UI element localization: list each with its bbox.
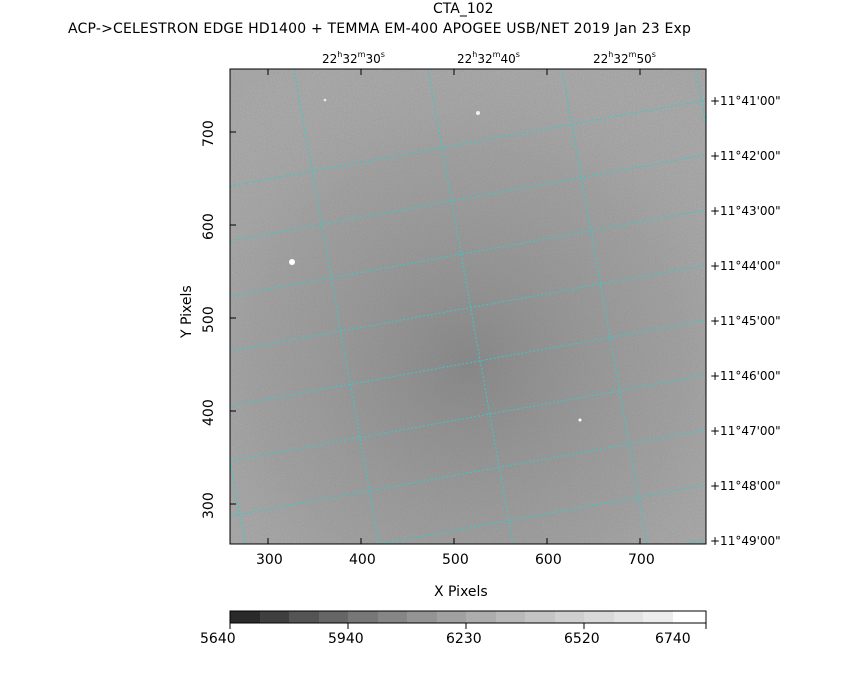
ra-label-3: 22h32m50s [593, 50, 656, 66]
dec-label: +11°47'00" [710, 424, 781, 438]
grid-line [427, 69, 514, 544]
dec-label: +11°43'00" [710, 204, 781, 218]
dec-label: +11°49'00" [710, 534, 781, 548]
grid-line [230, 374, 706, 462]
dec-label: +11°41'00" [710, 94, 781, 108]
colorbar [229, 610, 707, 629]
dec-label: +11°42'00" [710, 149, 781, 163]
wcs-grid [230, 69, 850, 544]
image-subtitle: ACP->CELESTRON EDGE HD1400 + TEMMA EM-40… [68, 21, 692, 37]
dec-label: +11°44'00" [710, 259, 781, 273]
y-tick-label: 600 [201, 213, 217, 240]
star [476, 111, 480, 115]
star [323, 98, 327, 102]
y-tick-label: 300 [201, 492, 217, 519]
ra-label-1: 22h32m30s [322, 50, 385, 66]
grid-line [230, 99, 706, 187]
colorbar-tick-label: 6230 [446, 631, 482, 647]
x-tick-label: 400 [349, 552, 376, 568]
grid-line [561, 69, 648, 544]
grid-line [293, 69, 380, 544]
dec-label: +11°46'00" [710, 369, 781, 383]
grid-line [230, 264, 706, 352]
colorbar-tick-label: 6740 [655, 631, 691, 647]
x-tick-label: 300 [256, 552, 283, 568]
grid-line [695, 69, 706, 128]
colorbar-tick-label: 5940 [328, 631, 364, 647]
x-tick-label: 500 [442, 552, 469, 568]
y-tick-label: 700 [201, 120, 217, 147]
x-axis-label: X Pixels [434, 584, 488, 600]
colorbar-tick-label: 5640 [200, 631, 236, 647]
grid-line [830, 69, 850, 544]
y-axis-label: Y Pixels [179, 285, 195, 338]
y-tick-label: 500 [201, 306, 217, 333]
grid-line [230, 429, 706, 517]
y-tick-marks [230, 131, 236, 505]
grid-line [230, 209, 706, 297]
bright-star [289, 259, 295, 265]
grid-line [230, 154, 706, 242]
grid-line [230, 319, 706, 407]
x-tick-marks [267, 69, 641, 544]
colorbar-tick-label: 6520 [564, 631, 600, 647]
image-title: CTA_102 [433, 1, 494, 17]
x-tick-label: 600 [535, 552, 562, 568]
star [578, 418, 582, 422]
ra-label-2: 22h32m40s [457, 50, 520, 66]
grid-line [376, 484, 706, 544]
y-tick-label: 400 [201, 399, 217, 426]
dec-label: +11°45'00" [710, 314, 781, 328]
x-tick-label: 700 [628, 552, 655, 568]
plot-frame [229, 68, 707, 545]
sky-image [230, 69, 850, 544]
dec-label: +11°48'00" [710, 479, 781, 493]
